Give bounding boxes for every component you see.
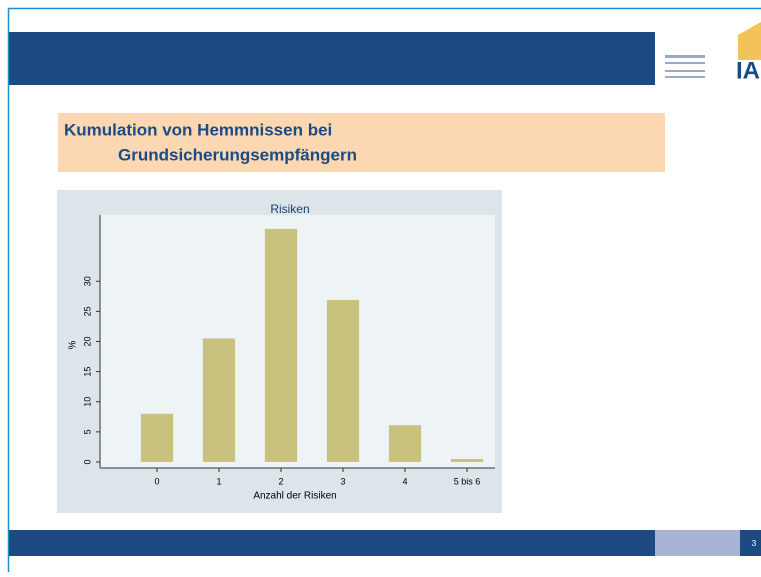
slide-title: Kumulation von Hemmnissen bei: [64, 120, 332, 139]
footer-page-box: [740, 530, 761, 556]
y-tick-label: 20: [82, 336, 92, 346]
logo-line: [665, 55, 705, 58]
bar: [264, 228, 298, 462]
bar: [326, 299, 360, 462]
x-tick-label: 4: [402, 476, 407, 486]
logo-shape: [738, 22, 761, 60]
title-box: [58, 113, 665, 172]
logo-line: [665, 76, 705, 78]
logo: IAB: [665, 22, 761, 84]
y-tick-label: 30: [82, 276, 92, 286]
y-tick-label: 25: [82, 306, 92, 316]
x-tick-label: 0: [154, 476, 159, 486]
slide-title: Grundsicherungsempfängern: [118, 145, 357, 164]
header-band: [9, 32, 655, 85]
y-tick-label: 0: [82, 459, 92, 464]
logo-line: [665, 62, 705, 64]
logo-line: [665, 70, 705, 72]
bar: [140, 413, 174, 462]
bar: [450, 458, 484, 462]
x-tick-label: 5 bis 6: [454, 476, 481, 486]
bar: [388, 425, 422, 462]
chart-title: Risiken: [270, 202, 309, 216]
x-tick-label: 2: [278, 476, 283, 486]
bar: [202, 338, 236, 462]
footer-band: [9, 530, 655, 556]
x-tick-label: 1: [216, 476, 221, 486]
y-axis-label: %: [68, 340, 79, 349]
x-axis-label: Anzahl der Risiken: [253, 491, 336, 502]
y-tick-label: 10: [82, 397, 92, 407]
y-tick-label: 15: [82, 367, 92, 377]
footer-accent: [655, 530, 740, 556]
y-tick-label: 5: [82, 429, 92, 434]
x-tick-label: 3: [340, 476, 345, 486]
logo-text: IAB: [736, 57, 761, 84]
page-number: 3: [752, 539, 757, 548]
